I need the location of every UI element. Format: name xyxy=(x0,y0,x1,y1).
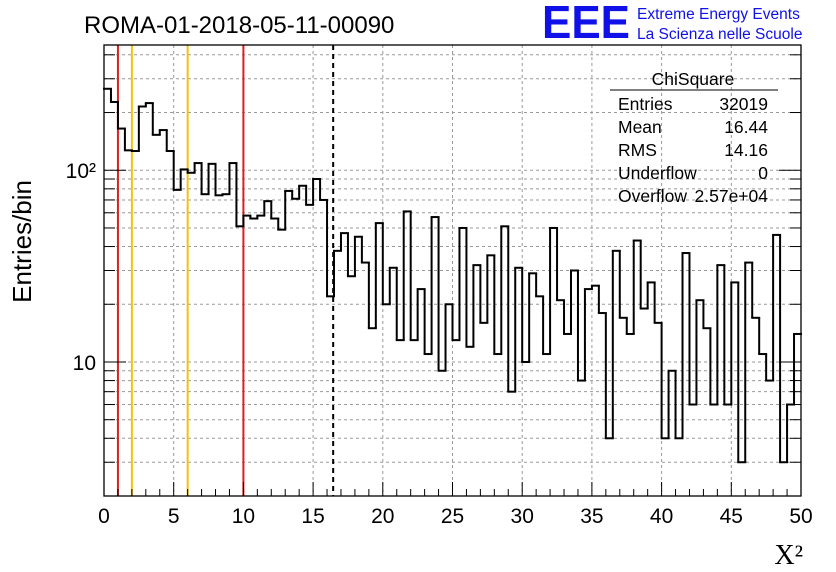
stats-title: ChiSquare xyxy=(652,69,735,89)
eee-logo: EEE Extreme Energy Events La Scienza nel… xyxy=(542,0,802,48)
x-axis-label: X² xyxy=(774,540,803,571)
x-tick-label: 40 xyxy=(650,505,673,528)
tick-labels: 0 5 10 15 20 25 30 35 40 45 50 10 10² xyxy=(66,160,813,528)
stats-entries-label: Entries xyxy=(618,94,673,114)
x-tick-label: 15 xyxy=(301,505,324,528)
x-tick-label: 0 xyxy=(98,505,110,528)
x-tick-label: 10 xyxy=(232,505,255,528)
stats-rms-label: RMS xyxy=(618,140,657,160)
y-axis-label: Entries/bin xyxy=(7,180,37,303)
eee-logo-line1: Extreme Energy Events xyxy=(637,6,800,23)
x-tick-label: 20 xyxy=(371,505,394,528)
chart-title: ROMA-01-2018-05-11-00090 xyxy=(84,12,394,39)
x-tick-label: 25 xyxy=(441,505,464,528)
x-tick-label: 30 xyxy=(511,505,534,528)
x-tick-label: 35 xyxy=(580,505,603,528)
y-tick-label: 10 xyxy=(73,352,96,375)
y-tick-label: 10² xyxy=(66,160,96,183)
stats-underflow-label: Underflow xyxy=(618,163,697,183)
axis-ticks xyxy=(103,54,802,497)
eee-logo-mark: EEE xyxy=(542,0,630,48)
stats-rms-value: 14.16 xyxy=(724,140,768,160)
x-tick-label: 50 xyxy=(789,505,812,528)
x-tick-label: 45 xyxy=(720,505,743,528)
grid xyxy=(104,45,801,497)
stats-mean-label: Mean xyxy=(618,117,662,137)
stats-underflow-value: 0 xyxy=(758,163,768,183)
stats-box: ChiSquare Entries 32019 Mean 16.44 RMS 1… xyxy=(610,69,778,206)
reference-lines xyxy=(116,45,335,496)
x-tick-label: 5 xyxy=(168,505,180,528)
stats-entries-value: 32019 xyxy=(719,94,768,114)
eee-logo-line2: La Scienza nelle Scuole xyxy=(637,26,802,43)
stats-overflow-value: 2.57e+04 xyxy=(695,186,769,206)
stats-overflow-label: Overflow xyxy=(618,186,687,206)
histogram xyxy=(103,87,802,464)
stats-mean-value: 16.44 xyxy=(724,117,768,137)
